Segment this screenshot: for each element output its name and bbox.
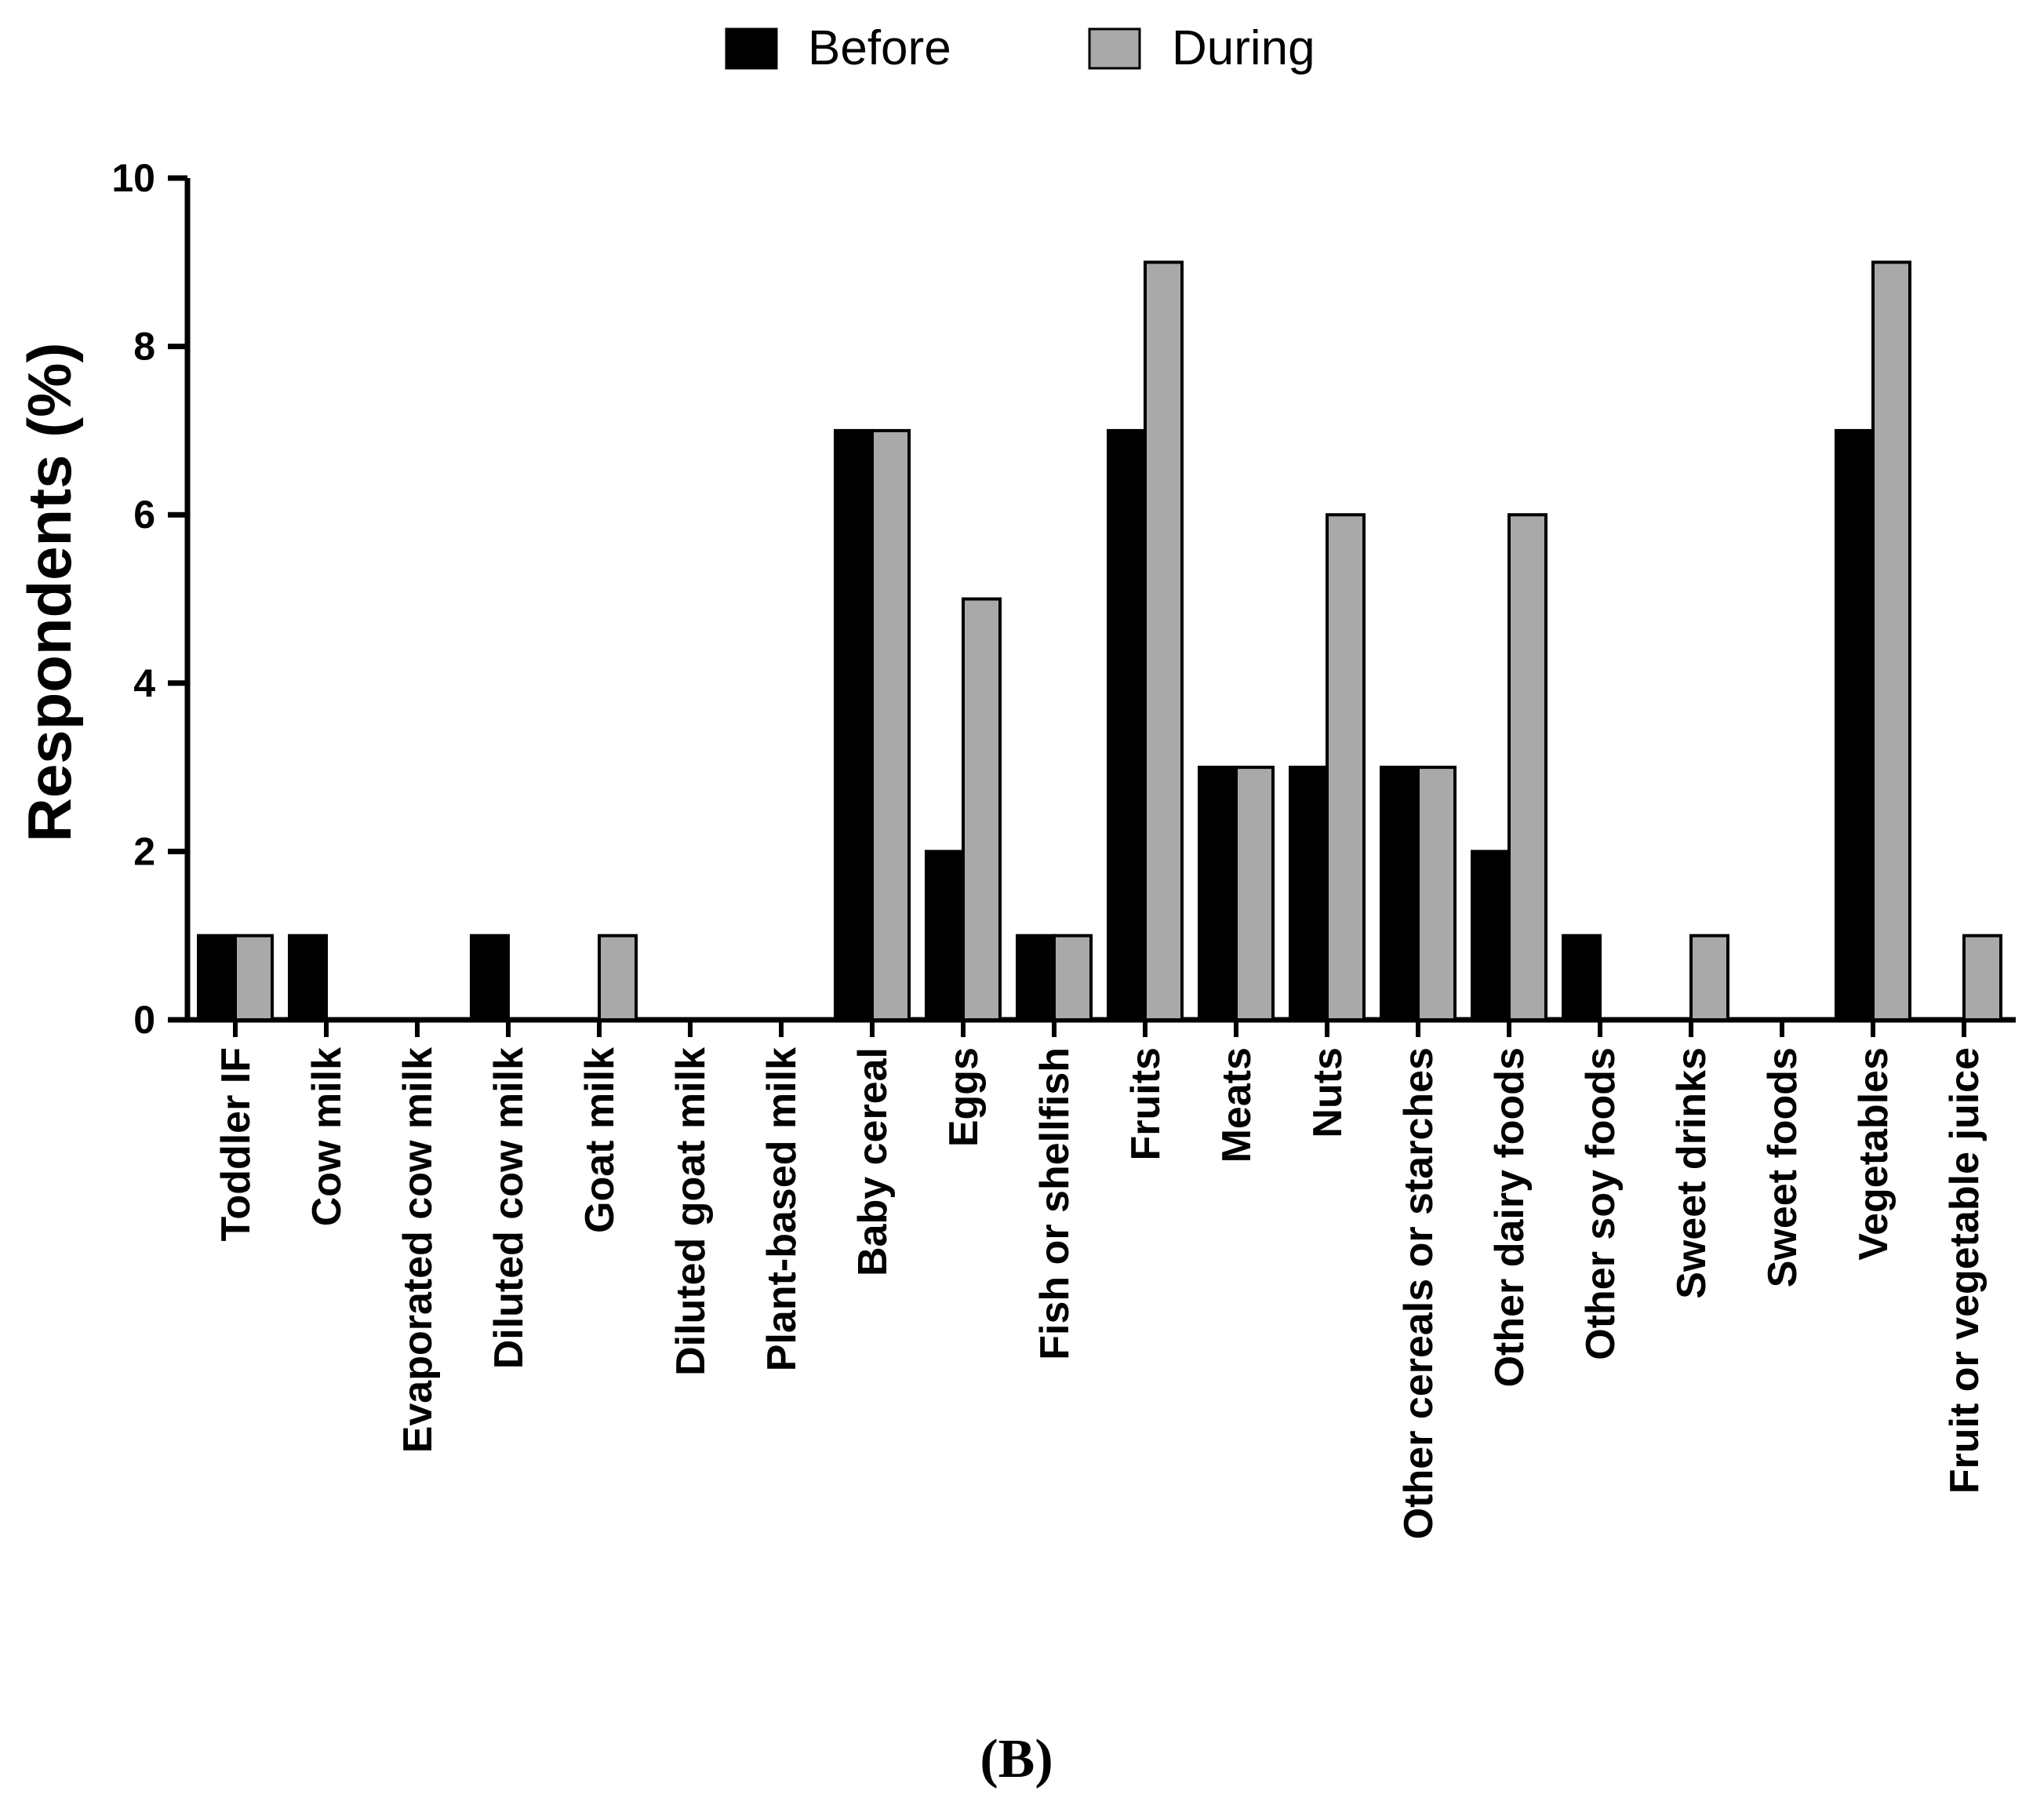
y-axis-title: Respondents (%): [15, 342, 84, 842]
y-tick-label: 8: [133, 325, 155, 369]
bar-during-16: [1689, 934, 1729, 1021]
bar-before-9: [1016, 934, 1056, 1021]
x-tick-label: Evaporated cow milk: [395, 1047, 441, 1453]
bar-before-13: [1380, 766, 1420, 1021]
bar-during-11: [1235, 766, 1275, 1021]
bar-before-7: [834, 428, 874, 1021]
x-tick-label: Fruits: [1123, 1047, 1169, 1160]
bar-before-0: [197, 934, 237, 1021]
bar-during-8: [962, 597, 1002, 1021]
bar-before-3: [470, 934, 510, 1021]
bar-before-1: [288, 934, 328, 1021]
x-tick-label: Baby cereal: [850, 1047, 896, 1276]
bar-before-18: [1835, 428, 1875, 1021]
y-tick-label: 10: [111, 156, 155, 200]
bar-during-18: [1871, 260, 1911, 1021]
x-tick-label: Cow milk: [304, 1047, 350, 1226]
legend-swatch-during: [1088, 27, 1141, 70]
x-tick-labels: Toddler IF Cow milk Evaporated cow milk Dil…: [213, 1020, 1988, 1539]
bar-before-12: [1289, 766, 1329, 1021]
legend-label-before: Before: [808, 21, 951, 75]
bar-before-11: [1198, 766, 1238, 1021]
bar-before-15: [1562, 934, 1602, 1021]
x-tick-label: Diluted cow milk: [486, 1047, 532, 1369]
bar-during-13: [1417, 766, 1457, 1021]
legend-swatch-before: [725, 27, 778, 70]
x-tick-label: Meats: [1214, 1047, 1260, 1163]
x-tick-label: Sweet foods: [1760, 1047, 1806, 1287]
x-tick-label: Toddler IF: [213, 1047, 259, 1241]
x-tick-label: Other cereals or starches: [1396, 1047, 1442, 1539]
bar-before-14: [1471, 850, 1511, 1022]
panel-label: (B): [980, 1729, 1053, 1789]
bar-during-12: [1326, 513, 1366, 1021]
x-tick-label: Goat milk: [577, 1047, 623, 1233]
bar-during-14: [1507, 513, 1547, 1021]
bar-before-10: [1107, 428, 1147, 1021]
bar-before-8: [925, 850, 965, 1022]
bar-during-7: [871, 428, 911, 1021]
x-tick-label: Sweet drinks: [1669, 1047, 1715, 1299]
y-tick-label: 0: [133, 998, 155, 1042]
y-tick-label: 2: [133, 829, 155, 873]
legend-label-during: During: [1172, 21, 1315, 75]
y-tick-label: 4: [133, 661, 155, 705]
x-tick-label: Diluted goat milk: [668, 1047, 714, 1376]
x-tick-label: Plant-based milk: [759, 1047, 805, 1371]
bar-during-19: [1962, 934, 2002, 1021]
x-tick-label: Nuts: [1305, 1047, 1351, 1138]
bars: [197, 260, 2002, 1022]
bar-during-9: [1053, 934, 1093, 1021]
legend: Before During: [725, 21, 1315, 75]
bar-during-4: [598, 934, 638, 1021]
x-tick-label: Other dairy foods: [1487, 1047, 1533, 1387]
x-tick-label: Fruit or vegetable juice: [1942, 1047, 1988, 1494]
bar-during-10: [1144, 260, 1184, 1021]
y-tick-label: 6: [133, 493, 155, 537]
x-tick-label: Vegetables: [1851, 1047, 1897, 1261]
x-tick-label: Eggs: [941, 1047, 987, 1147]
x-tick-label: Fish or shellfish: [1032, 1047, 1078, 1360]
y-ticks: 0 2 4 6 8 10: [111, 156, 187, 1042]
x-tick-label: Other soy foods: [1578, 1047, 1624, 1360]
bar-during-0: [234, 934, 274, 1021]
